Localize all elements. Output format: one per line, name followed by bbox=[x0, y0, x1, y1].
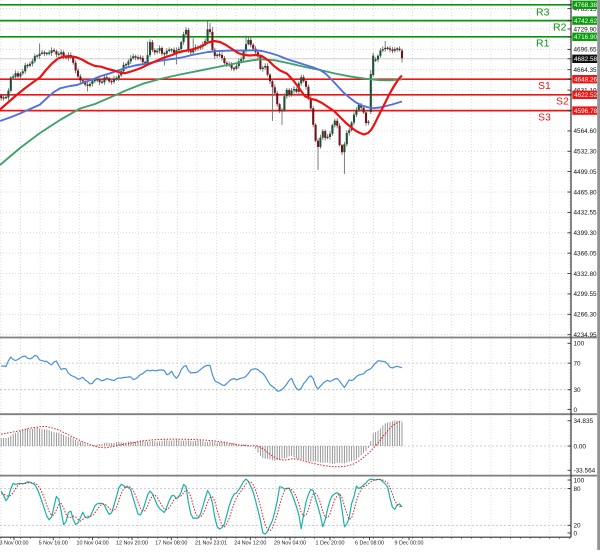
svg-text:0.00: 0.00 bbox=[574, 443, 587, 450]
svg-text:4266.30: 4266.30 bbox=[574, 312, 598, 319]
svg-text:R2: R2 bbox=[553, 22, 567, 34]
svg-text:4465.80: 4465.80 bbox=[574, 189, 598, 196]
svg-text:0: 0 bbox=[574, 407, 578, 414]
svg-text:5 Nov 16:00: 5 Nov 16:00 bbox=[39, 541, 68, 547]
svg-text:4234.95: 4234.95 bbox=[574, 332, 598, 339]
svg-text:1 Dec 20:00: 1 Dec 20:00 bbox=[315, 541, 344, 547]
svg-text:4332.80: 4332.80 bbox=[574, 271, 598, 278]
svg-text:4532.30: 4532.30 bbox=[574, 149, 598, 156]
svg-text:0: 0 bbox=[574, 530, 578, 537]
svg-text:4768.38: 4768.38 bbox=[574, 2, 598, 9]
svg-text:4366.05: 4366.05 bbox=[574, 251, 598, 258]
svg-text:30: 30 bbox=[574, 387, 582, 394]
svg-text:10 Nov 04:00: 10 Nov 04:00 bbox=[77, 541, 109, 547]
svg-text:34.835: 34.835 bbox=[574, 418, 594, 425]
svg-text:70: 70 bbox=[574, 360, 582, 367]
svg-text:100: 100 bbox=[574, 477, 585, 484]
svg-text:4742.62: 4742.62 bbox=[574, 18, 598, 25]
svg-text:17 Nov 08:00: 17 Nov 08:00 bbox=[155, 541, 187, 547]
svg-text:4648.26: 4648.26 bbox=[574, 77, 598, 84]
svg-text:4729.90: 4729.90 bbox=[574, 26, 598, 33]
svg-text:4696.65: 4696.65 bbox=[574, 47, 598, 54]
svg-text:4596.78: 4596.78 bbox=[574, 108, 598, 115]
svg-text:S2: S2 bbox=[556, 96, 569, 108]
svg-text:4432.55: 4432.55 bbox=[574, 210, 598, 217]
svg-text:3 Nov 00:00: 3 Nov 00:00 bbox=[0, 541, 29, 547]
svg-text:4399.30: 4399.30 bbox=[574, 230, 598, 237]
svg-text:6 Dec 08:00: 6 Dec 08:00 bbox=[355, 541, 384, 547]
svg-text:4682.58: 4682.58 bbox=[574, 56, 598, 63]
svg-text:4564.60: 4564.60 bbox=[574, 128, 598, 135]
svg-text:4664.35: 4664.35 bbox=[574, 67, 598, 74]
svg-text:4299.55: 4299.55 bbox=[574, 291, 598, 298]
svg-text:20: 20 bbox=[574, 523, 582, 530]
svg-text:80: 80 bbox=[574, 486, 582, 493]
svg-text:-33.564: -33.564 bbox=[574, 468, 596, 475]
svg-text:R3: R3 bbox=[536, 7, 550, 19]
svg-text:100: 100 bbox=[574, 341, 585, 348]
svg-text:12 Nov 20:00: 12 Nov 20:00 bbox=[116, 541, 148, 547]
svg-text:29 Nov 04:00: 29 Nov 04:00 bbox=[274, 541, 306, 547]
svg-text:S3: S3 bbox=[538, 112, 551, 124]
svg-text:S1: S1 bbox=[538, 80, 551, 92]
svg-text:4499.05: 4499.05 bbox=[574, 169, 598, 176]
svg-text:21 Nov 23:01: 21 Nov 23:01 bbox=[195, 541, 227, 547]
svg-text:24 Nov 12:00: 24 Nov 12:00 bbox=[234, 541, 266, 547]
svg-text:R1: R1 bbox=[536, 38, 550, 50]
svg-text:4716.90: 4716.90 bbox=[574, 34, 598, 41]
svg-text:9 Dec 00:00: 9 Dec 00:00 bbox=[394, 541, 423, 547]
svg-text:4763.15: 4763.15 bbox=[574, 6, 598, 13]
svg-text:4622.52: 4622.52 bbox=[574, 92, 598, 99]
